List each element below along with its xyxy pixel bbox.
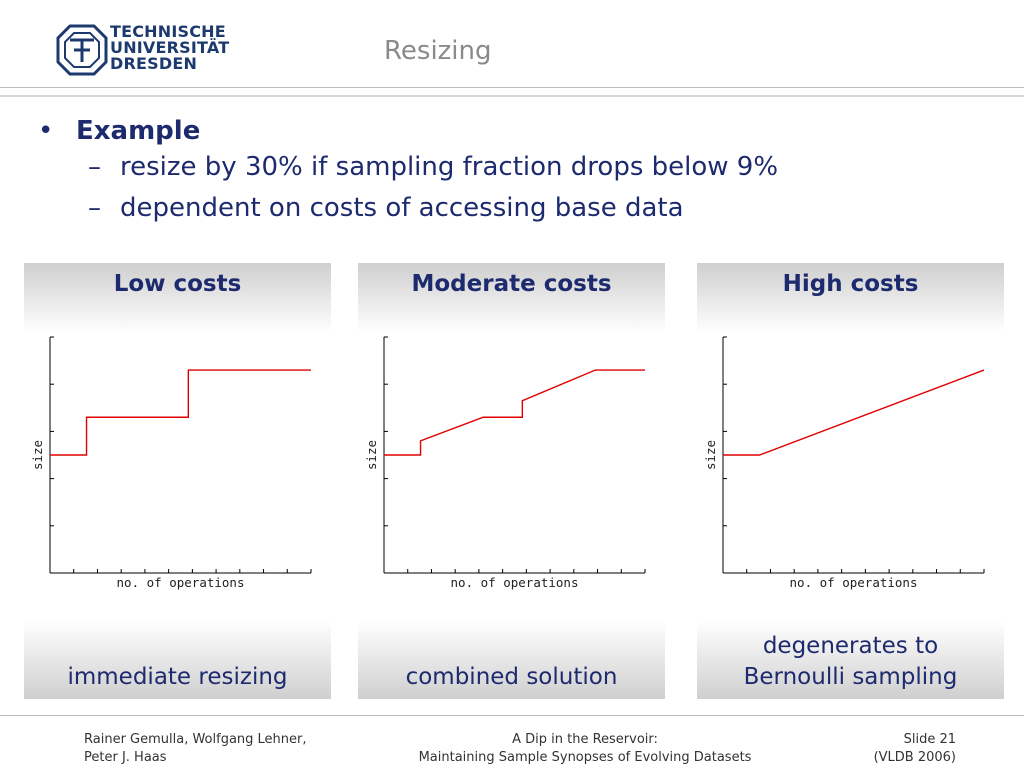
slide-title: Resizing [384, 36, 492, 66]
y-axis-label: size [30, 440, 45, 470]
panel-caption: immediate resizing [24, 662, 331, 693]
size-series-line [384, 369, 645, 456]
x-axis-label: no. of operations [117, 575, 245, 590]
panel-caption: degenerates to Bernoulli sampling [697, 631, 1004, 693]
x-axis-label: no. of operations [790, 575, 918, 590]
logo-wordmark: TECHNISCHE UNIVERSITÄT DRESDEN [110, 24, 229, 72]
bullet-dot-icon: • [38, 116, 54, 146]
caption-line: Bernoulli sampling [743, 664, 958, 690]
caption-line: immediate resizing [67, 664, 288, 690]
logo-line-1: TECHNISCHE [110, 22, 226, 41]
dash-icon: – [88, 152, 101, 182]
panel-title: Low costs [113, 271, 242, 297]
panel-title: High costs [782, 271, 919, 297]
size-series-line [723, 369, 985, 456]
panel-caption: combined solution [358, 662, 665, 693]
panel-footer [697, 621, 1004, 699]
size-series-line [50, 369, 311, 456]
panel-footer [358, 621, 665, 699]
logo-line-2: UNIVERSITÄT [110, 38, 230, 57]
header-divider-secondary [0, 95, 1024, 97]
venue: (VLDB 2006) [873, 750, 956, 765]
logo-octagon-icon [56, 24, 108, 76]
tu-dresden-logo [56, 24, 108, 76]
panel-footer [24, 621, 331, 699]
chart-moderate-costs: no. of operations size [364, 336, 646, 590]
panel-header [358, 263, 665, 333]
panel-low-costs: Low costs no. of operations size immediat… [24, 263, 331, 699]
chart-low-costs: no. of operations size [30, 336, 312, 590]
footer-authors: Rainer Gemulla, Wolfgang Lehner, Peter J… [84, 732, 307, 765]
logo-line-3: DRESDEN [110, 54, 198, 73]
panel-high-costs: High costs no. of operations size degener… [697, 263, 1004, 699]
y-axis-label: size [364, 440, 379, 470]
x-axis-label: no. of operations [451, 575, 579, 590]
panel-header [24, 263, 331, 333]
chart-high-costs: no. of operations size [703, 336, 985, 590]
dash-icon: – [88, 193, 101, 223]
slide-number: Slide 21 [903, 732, 956, 747]
footer-divider [0, 715, 1024, 716]
caption-line: combined solution [405, 664, 618, 690]
footer-slide-info: Slide 21 (VLDB 2006) [820, 731, 956, 767]
footer-talk-title: A Dip in the Reservoir: Maintaining Samp… [418, 732, 752, 765]
panel-moderate-costs: Moderate costs no. of operations size com… [358, 263, 665, 699]
panel-title: Moderate costs [411, 271, 612, 297]
panel-header [697, 263, 1004, 333]
header-divider [0, 87, 1024, 88]
y-axis-label: size [703, 440, 718, 470]
caption-line: degenerates to [762, 633, 939, 659]
